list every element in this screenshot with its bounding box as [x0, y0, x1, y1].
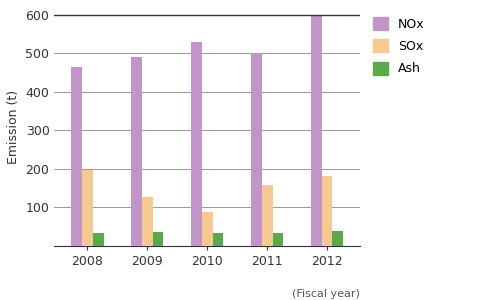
Bar [191, 42, 202, 246]
Y-axis label: Emission (t): Emission (t) [7, 89, 20, 164]
Bar [273, 233, 283, 246]
Text: (Fiscal year): (Fiscal year) [292, 289, 360, 299]
Bar [131, 57, 142, 246]
Bar [262, 185, 273, 246]
Bar [71, 67, 82, 246]
Bar [311, 15, 322, 246]
Bar [322, 176, 333, 246]
Bar [213, 232, 223, 246]
Bar [142, 196, 153, 246]
Bar [93, 233, 104, 246]
Bar [82, 170, 93, 246]
Bar [333, 231, 343, 246]
Bar [202, 212, 213, 246]
Legend: NOx, SOx, Ash: NOx, SOx, Ash [369, 13, 429, 79]
Bar [251, 53, 262, 246]
Bar [153, 232, 163, 246]
